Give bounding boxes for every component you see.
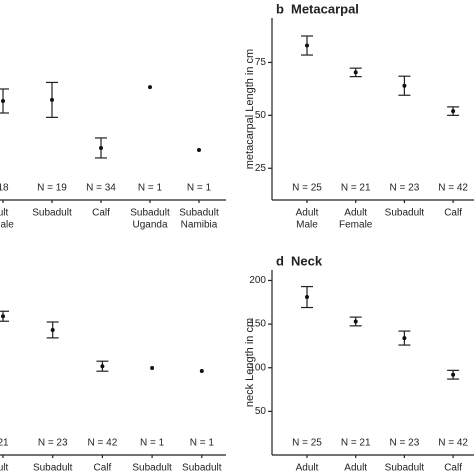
n-label: N = 1: [190, 438, 215, 449]
x-tick-label: Male: [296, 220, 318, 231]
n-label: N = 1: [140, 438, 165, 449]
y-axis-label: metacarpal Length in cm: [244, 49, 256, 169]
y-tick-label: 50: [255, 406, 267, 417]
mean-point: [150, 366, 155, 371]
x-tick-label: Adult: [344, 463, 367, 474]
n-label: N = 25: [292, 183, 322, 194]
mean-point: [353, 70, 358, 75]
x-tick-label: Subadult: [132, 463, 172, 474]
y-tick-label: 150: [249, 319, 266, 330]
mean-point: [148, 85, 152, 90]
n-label: N = 1: [138, 183, 163, 194]
panel-label: b: [276, 1, 284, 16]
x-tick-label: Calf: [444, 208, 462, 219]
mean-point: [1, 314, 5, 319]
y-tick-label: 200: [249, 275, 266, 286]
mean-point: [305, 43, 309, 48]
panel-title: Metacarpal: [291, 1, 359, 16]
x-tick-label: Adult: [296, 208, 319, 219]
n-label: N = 42: [88, 438, 118, 449]
x-tick-label: Calf: [444, 463, 462, 474]
x-tick-label: Calf: [92, 208, 110, 219]
x-tick-label: Subadult: [32, 208, 72, 219]
y-tick-label: 50: [255, 110, 267, 121]
n-label: N = 23: [390, 183, 420, 194]
mean-point: [402, 336, 407, 341]
n-label: N = 42: [438, 183, 468, 194]
x-tick-label: Subadult: [130, 208, 170, 219]
n-label: N = 1: [187, 183, 212, 194]
x-tick-label: ult: [0, 463, 9, 474]
n-label: N = 21: [341, 183, 371, 194]
mean-point: [451, 372, 456, 377]
x-tick-label: Subadult: [385, 208, 425, 219]
x-tick-label: Subadult: [385, 463, 425, 474]
x-tick-label: Female: [339, 220, 373, 231]
n-label: N = 42: [438, 438, 468, 449]
n-label: 21: [0, 438, 9, 449]
mean-point: [197, 147, 201, 152]
mean-point: [50, 97, 54, 102]
y-axis-label: neck Length in cm: [244, 318, 256, 407]
x-tick-label: ult: [0, 208, 9, 219]
x-tick-label: Calf: [94, 463, 112, 474]
n-label: 18: [0, 183, 9, 194]
n-label: N = 19: [37, 183, 67, 194]
mean-point: [50, 327, 55, 332]
n-label: N = 23: [390, 438, 420, 449]
x-tick-label: Adult: [296, 463, 319, 474]
x-tick-label: Subadult: [179, 208, 219, 219]
y-tick-label: 100: [249, 362, 266, 373]
panel-label: d: [276, 253, 284, 268]
x-tick-label: Subadult: [182, 463, 222, 474]
x-tick-label: Subadult: [33, 463, 73, 474]
y-tick-label: 25: [255, 163, 267, 174]
mean-point: [305, 295, 309, 300]
x-tick-label: Adult: [344, 208, 367, 219]
y-tick-label: 75: [255, 57, 267, 68]
mean-point: [1, 98, 5, 103]
mean-point: [353, 319, 358, 324]
n-label: N = 21: [341, 438, 371, 449]
x-tick-label: Namibia: [181, 220, 218, 231]
panel-title: Neck: [291, 253, 323, 268]
mean-point: [99, 145, 103, 150]
mean-point: [451, 109, 456, 114]
x-tick-label: Uganda: [132, 220, 167, 231]
x-tick-label: male: [0, 220, 14, 231]
mean-point: [199, 369, 204, 374]
mean-point: [100, 364, 105, 369]
n-label: N = 25: [292, 438, 322, 449]
n-label: N = 34: [86, 183, 116, 194]
mean-point: [402, 83, 407, 88]
n-label: N = 23: [38, 438, 68, 449]
